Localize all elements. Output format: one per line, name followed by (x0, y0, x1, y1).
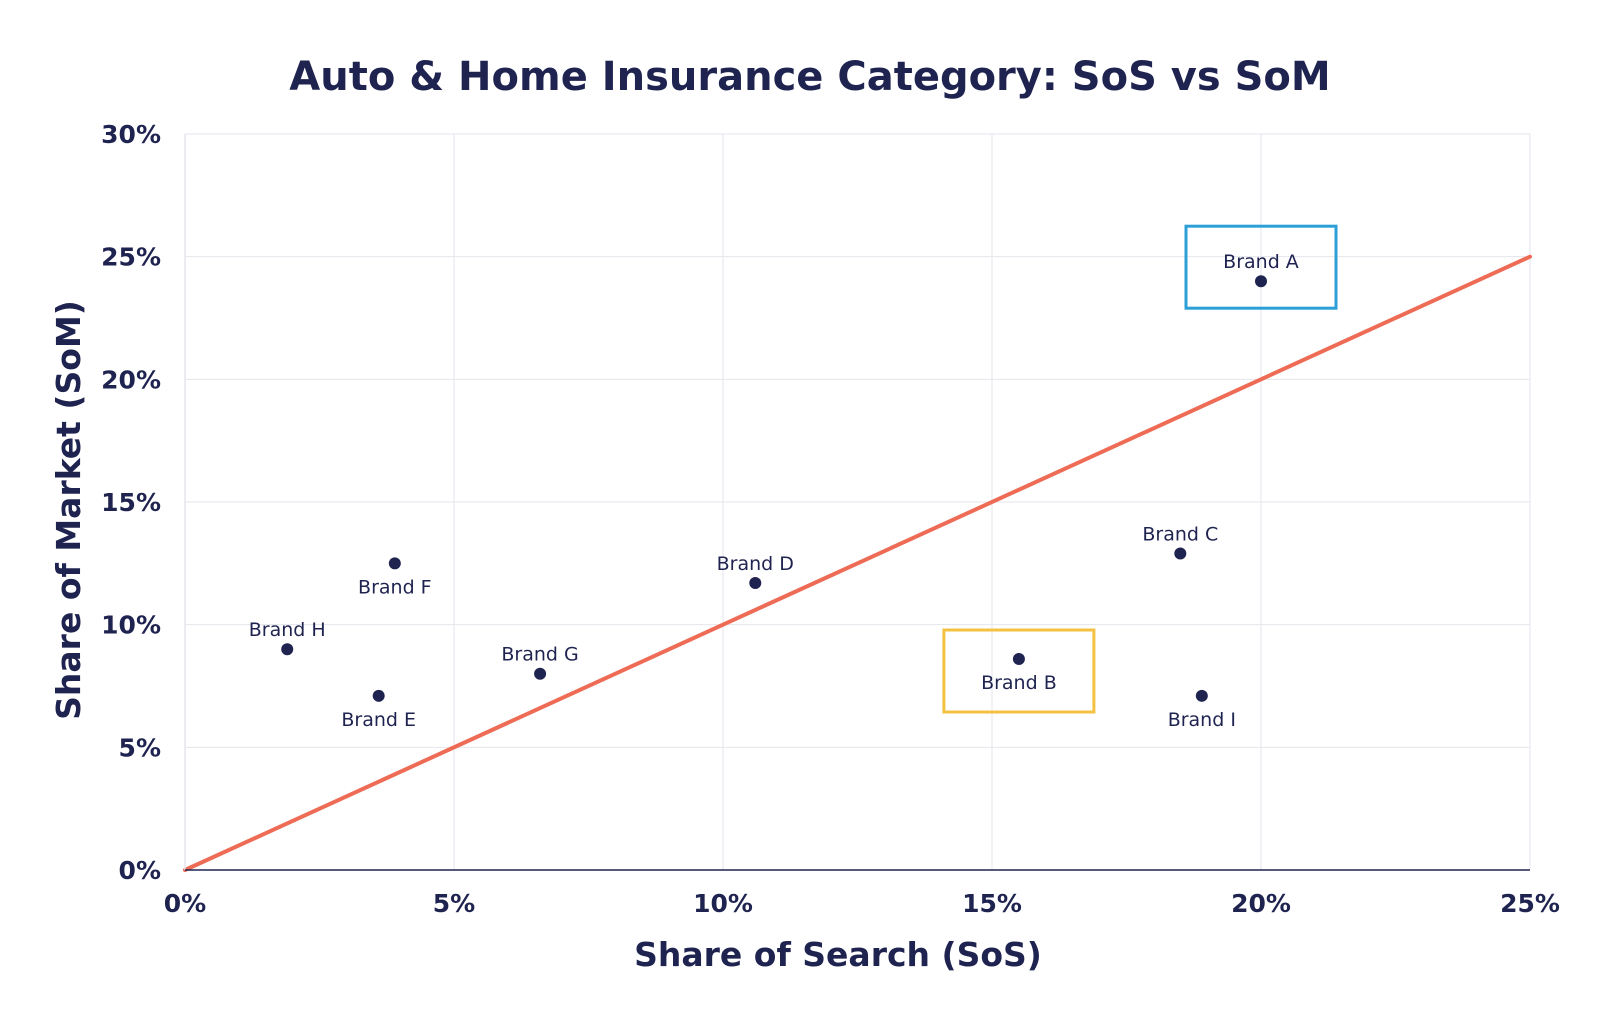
brand-a-highlight-box (1184, 224, 1338, 310)
x-tick-label: 20% (1231, 889, 1291, 918)
highlight-boxes (942, 224, 1338, 714)
grid (185, 133, 1531, 870)
brand-h-label: Brand H (249, 619, 326, 641)
x-axis-title: Share of Search (SoS) (634, 935, 1042, 974)
brand-b-point (1012, 653, 1025, 666)
reference-line-layer (183, 254, 1532, 872)
x-tick-label: 25% (1500, 889, 1560, 918)
x-tick-label: 10% (693, 889, 753, 918)
brand-i-label: Brand I (1168, 709, 1236, 731)
brand-b-label: Brand B (981, 672, 1057, 694)
brand-c-label: Brand C (1142, 524, 1218, 546)
data-points: Brand A Brand B Brand C Brand D Brand E Brand… (249, 251, 1299, 731)
brand-f-point (388, 557, 401, 570)
brand-h-point (281, 643, 294, 656)
y-tick-label: 20% (101, 365, 161, 394)
y-tick-label: 15% (101, 488, 161, 517)
reference-line (183, 254, 1532, 872)
brand-d-point (749, 576, 762, 589)
brand-e-label: Brand E (341, 709, 416, 731)
brand-f-label: Brand F (358, 576, 432, 598)
tick-labels: 0% 5% 10% 15% 20% 25% 0% 5% 10% 15% 20% 25% 30% (101, 120, 1560, 918)
brand-e-point (372, 689, 385, 702)
brand-i-point (1195, 689, 1208, 702)
brand-g-point (534, 667, 547, 680)
brand-c-point (1174, 547, 1187, 560)
y-tick-label: 30% (101, 120, 161, 149)
x-tick-label: 15% (962, 889, 1022, 918)
chart-title: Auto & Home Insurance Category: SoS vs S… (289, 54, 1330, 100)
y-tick-label: 5% (119, 733, 161, 762)
brand-b-highlight-box (942, 628, 1096, 714)
brand-a-point (1255, 275, 1267, 288)
brand-a-label: Brand A (1223, 251, 1299, 273)
brand-g-label: Brand G (501, 644, 578, 666)
y-tick-label: 0% (119, 856, 161, 885)
x-tick-label: 5% (433, 889, 475, 918)
y-tick-label: 25% (101, 243, 161, 272)
x-tick-label: 0% (164, 889, 206, 918)
brand-d-label: Brand D (717, 553, 794, 575)
y-axis-title: Share of Market (SoM) (49, 300, 88, 720)
y-tick-label: 10% (101, 611, 161, 640)
axes (184, 134, 1530, 871)
